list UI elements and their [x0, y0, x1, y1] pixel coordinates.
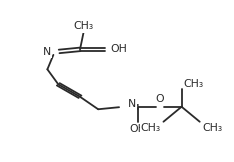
Text: OH: OH — [110, 44, 127, 54]
Text: O: O — [156, 94, 164, 104]
Text: CH₃: CH₃ — [202, 123, 223, 133]
Text: OH: OH — [130, 124, 146, 134]
Text: CH₃: CH₃ — [184, 79, 204, 89]
Text: O: O — [110, 44, 119, 54]
Text: CH₃: CH₃ — [73, 21, 94, 31]
Text: CH₃: CH₃ — [141, 123, 161, 133]
Text: N: N — [42, 47, 51, 57]
Text: N: N — [128, 99, 136, 109]
